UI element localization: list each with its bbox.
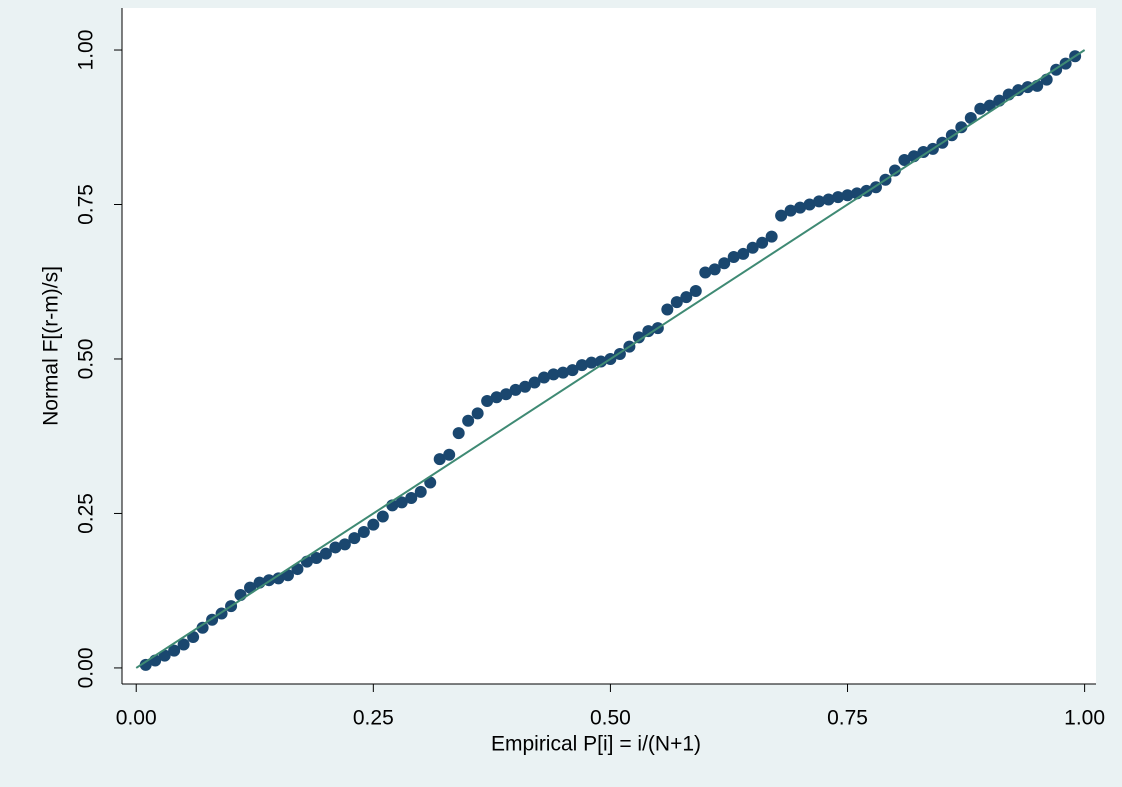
- point: [443, 448, 456, 461]
- point: [566, 364, 579, 377]
- point: [452, 427, 465, 440]
- point: [661, 303, 674, 316]
- point: [813, 195, 826, 208]
- point: [898, 154, 911, 167]
- point: [917, 145, 930, 158]
- point: [519, 380, 532, 393]
- point: [680, 291, 693, 304]
- point: [329, 541, 342, 554]
- point: [414, 485, 427, 498]
- point: [244, 581, 257, 594]
- point: [272, 572, 285, 585]
- point: [888, 164, 901, 177]
- point: [395, 496, 408, 509]
- point: [594, 355, 607, 368]
- point: [281, 569, 294, 582]
- point: [727, 251, 740, 264]
- point: [168, 644, 181, 657]
- point: [367, 518, 380, 531]
- x-tick-label: 0.50: [590, 707, 631, 730]
- point: [462, 414, 475, 427]
- y-tick-label: 0.25: [75, 493, 98, 534]
- x-tick-label: 1.00: [1064, 707, 1105, 730]
- point: [547, 368, 560, 381]
- point: [822, 193, 835, 206]
- point: [500, 388, 513, 401]
- point: [376, 510, 389, 523]
- point: [538, 371, 551, 384]
- point: [196, 621, 209, 634]
- point: [338, 538, 351, 551]
- y-tick-label: 0.75: [75, 184, 98, 225]
- point: [158, 649, 171, 662]
- point: [983, 99, 996, 112]
- point: [699, 266, 712, 279]
- point: [424, 476, 437, 489]
- point: [585, 356, 598, 369]
- point: [708, 263, 721, 276]
- point: [841, 189, 854, 202]
- x-tick-label: 0.25: [353, 707, 394, 730]
- reference-line: [135, 49, 1086, 669]
- point: [955, 121, 968, 134]
- point: [481, 394, 494, 407]
- point: [1012, 84, 1025, 97]
- point: [737, 247, 750, 260]
- point: [632, 331, 645, 344]
- point: [642, 325, 655, 338]
- x-tick-label: 0.00: [116, 707, 157, 730]
- point: [803, 198, 816, 211]
- point: [765, 230, 778, 243]
- point: [187, 631, 200, 644]
- point: [775, 209, 788, 222]
- point: [357, 525, 370, 538]
- point: [746, 241, 759, 254]
- point: [974, 102, 987, 115]
- point: [670, 296, 683, 309]
- point: [557, 366, 570, 379]
- x-axis-title: Empirical P[i] = i/(N+1): [491, 733, 701, 756]
- point: [784, 204, 797, 217]
- point: [310, 551, 323, 564]
- y-tick-label: 0.00: [75, 647, 98, 688]
- point: [490, 391, 503, 404]
- point: [528, 376, 541, 389]
- x-tick-label: 0.75: [827, 707, 868, 730]
- point: [177, 638, 190, 651]
- point: [832, 191, 845, 204]
- point: [689, 285, 702, 298]
- point: [509, 383, 522, 396]
- point: [964, 111, 977, 124]
- point: [471, 407, 484, 420]
- point: [139, 658, 152, 671]
- point: [433, 453, 446, 466]
- y-tick-label: 0.50: [75, 339, 98, 380]
- point: [575, 359, 588, 372]
- point: [348, 532, 361, 545]
- point: [319, 547, 332, 560]
- point: [291, 563, 304, 576]
- point: [794, 201, 807, 214]
- point: [405, 492, 418, 505]
- y-tick-label: 1.00: [75, 30, 98, 71]
- y-axis-title: Normal F[(r-m)/s]: [40, 266, 63, 426]
- point: [718, 257, 731, 270]
- point: [756, 236, 769, 249]
